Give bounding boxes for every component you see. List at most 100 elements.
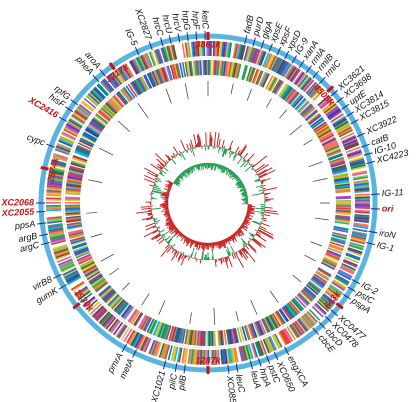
gc-skew-bar xyxy=(221,166,225,173)
gc-skew-bar xyxy=(247,207,256,210)
gene-tick xyxy=(82,132,97,142)
gene-tick xyxy=(259,72,268,87)
gene-tick xyxy=(321,100,335,112)
gc-content-bar xyxy=(252,238,261,246)
gc-content-bar xyxy=(195,258,197,262)
gene-tick xyxy=(243,45,249,61)
gene-tick xyxy=(252,69,260,84)
gc-content-bar xyxy=(253,169,255,172)
gene-tick xyxy=(75,148,90,156)
label-leader xyxy=(351,279,361,285)
gc-skew-bar xyxy=(227,237,230,241)
gc-skew-bar xyxy=(213,163,217,171)
gc-skew-bar xyxy=(237,229,245,236)
gene-tick xyxy=(116,91,128,105)
gene-tick xyxy=(184,329,189,345)
gc-skew-bar xyxy=(231,234,238,242)
gc-content-bar xyxy=(245,245,250,250)
gc-content-bar xyxy=(210,135,212,147)
gene-tick xyxy=(325,289,339,301)
gene-tick xyxy=(233,328,238,344)
label-leader xyxy=(99,69,106,77)
gene-tick xyxy=(343,259,358,267)
gc-content-bar xyxy=(143,174,156,181)
gene-labels: fadBpurDglgAxpsExpsFxpsDIG-9xanArmlArmlB… xyxy=(0,6,409,402)
label-leader xyxy=(58,284,68,290)
rna-track xyxy=(86,81,331,325)
gc-skew-bar xyxy=(238,179,241,182)
gene-tick xyxy=(149,71,157,87)
gene-tick xyxy=(58,258,73,266)
gene-tick xyxy=(247,47,254,62)
gc-skew-bar xyxy=(167,185,172,188)
gc-content-bar xyxy=(171,248,175,254)
gene-tick xyxy=(310,118,325,129)
gene-tick xyxy=(307,282,321,294)
gc-skew-bar xyxy=(235,231,241,237)
gc-skew-bar xyxy=(232,172,235,175)
gene-tick xyxy=(68,172,84,177)
gene-tick xyxy=(303,287,316,299)
gene-tick xyxy=(148,319,157,334)
gene-tick xyxy=(137,314,147,329)
gene-tick xyxy=(218,60,222,76)
gc-content-bar xyxy=(160,171,163,174)
gc-skew-bar xyxy=(183,170,186,174)
gene-tick xyxy=(123,63,133,78)
gene-tick xyxy=(294,320,305,334)
gc-content-bar xyxy=(247,159,250,163)
gc-skew-bar xyxy=(242,195,248,197)
gene-tick xyxy=(120,326,131,341)
gene-tick xyxy=(59,262,75,271)
gene-tick xyxy=(352,227,368,233)
gc-skew-bar xyxy=(217,241,221,249)
gene-tick xyxy=(335,274,350,284)
gene-tick xyxy=(286,303,297,317)
gene-tick xyxy=(108,318,119,332)
gene-label: ketC xyxy=(200,10,210,29)
gene-tick xyxy=(290,94,302,107)
gc-content-bar xyxy=(256,231,261,235)
gene-tick xyxy=(265,316,274,331)
gene-tick xyxy=(105,102,118,114)
gene-tick xyxy=(270,56,278,71)
gene-tick xyxy=(259,51,267,66)
gene-tick xyxy=(116,324,127,338)
rna-tick xyxy=(158,300,166,315)
gc-skew-bar xyxy=(241,186,245,189)
gene-tick xyxy=(308,280,322,291)
label-leader xyxy=(312,327,319,336)
gene-tick xyxy=(336,123,351,133)
gc-skew-bar xyxy=(213,242,215,247)
gc-skew-bar xyxy=(167,184,172,187)
gc-content-bar xyxy=(158,238,165,244)
gene-tick xyxy=(311,305,324,318)
label-leader xyxy=(312,70,319,79)
gc-skew-bar xyxy=(186,238,190,244)
gene-tick xyxy=(234,327,240,343)
gc-skew-bar xyxy=(242,190,247,193)
gene-tick xyxy=(92,278,106,289)
gc-skew-bar xyxy=(240,185,245,189)
gene-tick xyxy=(302,106,315,118)
gc-skew-bar xyxy=(232,175,238,181)
gene-tick xyxy=(236,63,242,79)
gene-tick xyxy=(199,349,203,365)
gene-tick xyxy=(131,59,141,74)
gc-skew-bar xyxy=(241,224,248,229)
gene-tick xyxy=(308,84,320,97)
gc-content-bar xyxy=(231,251,234,255)
gene-tick xyxy=(65,209,81,212)
gene-tick xyxy=(278,61,288,76)
rna-tick xyxy=(308,161,323,168)
gene-tick xyxy=(335,186,351,190)
gene-tick xyxy=(320,261,335,271)
gc-skew-bar xyxy=(232,234,237,239)
rna-tick xyxy=(100,253,115,262)
gc-skew-bar xyxy=(189,239,192,242)
gc-skew-bar xyxy=(178,175,182,179)
gene-tick xyxy=(46,186,62,190)
gc-skew-bar xyxy=(222,240,227,248)
gene-tick xyxy=(271,79,281,93)
gc-skew-bar xyxy=(237,181,243,185)
